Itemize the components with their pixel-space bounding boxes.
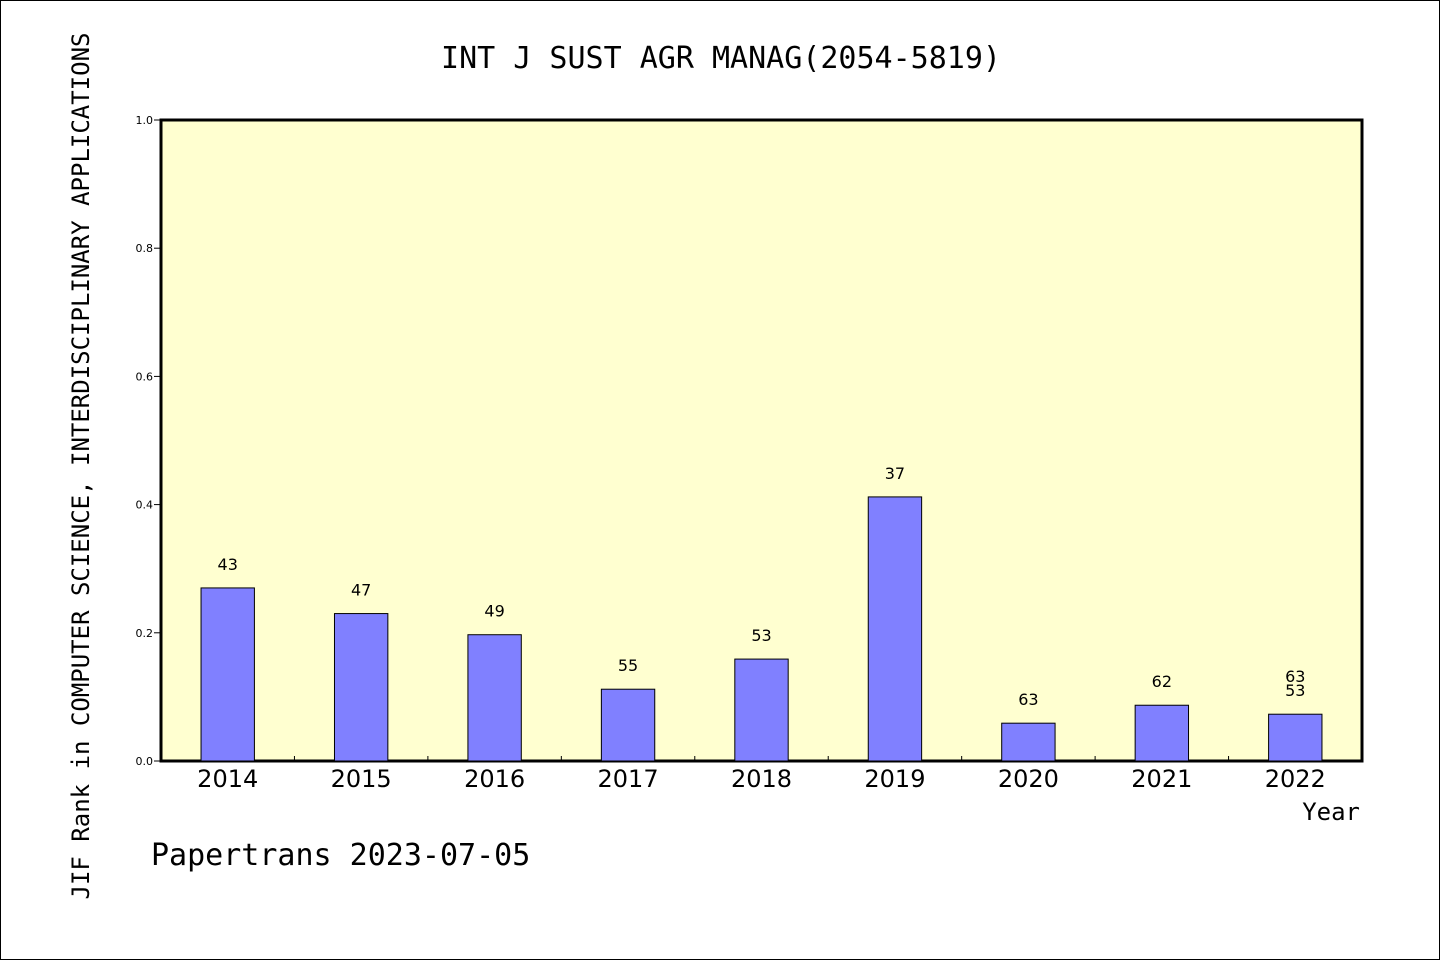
bar-2021: [1134, 704, 1190, 762]
bar-value-label: 53: [751, 626, 771, 645]
chart-title: INT J SUST AGR MANAG(2054-5819): [441, 41, 1001, 76]
x-tick-label: 2022: [1265, 765, 1326, 793]
x-axis-label: Year: [1302, 798, 1360, 826]
x-tick-label: 2020: [998, 765, 1059, 793]
bar-2022: [1268, 713, 1323, 762]
bar-value-label: 43: [218, 555, 238, 574]
bar-2014: [200, 587, 255, 762]
bars: [200, 496, 1323, 762]
bar-value-label: 49: [484, 602, 504, 621]
bar-value-label: 37: [885, 464, 905, 483]
x-tick-label: 2017: [598, 765, 659, 793]
x-tick-label: 2018: [731, 765, 792, 793]
bar-2020: [1001, 722, 1056, 762]
bar-value-label: 53: [1285, 681, 1305, 700]
bar-value-label: 55: [618, 656, 638, 675]
bar-2017: [600, 688, 656, 762]
y-axis-label: JIF Rank in COMPUTER SCIENCE, INTERDISCI…: [67, 33, 95, 900]
y-tick-label: 0.4: [136, 499, 154, 512]
x-tick-label: 2014: [197, 765, 258, 793]
y-tick-label: 0.6: [136, 370, 154, 383]
bar-2015: [333, 613, 389, 762]
y-tick-label: 1.0: [136, 114, 154, 127]
y-tick-label: 0.8: [136, 242, 154, 255]
bar-value-label: 63: [1285, 667, 1305, 686]
x-tick-label: 2015: [331, 765, 392, 793]
bar-value-label: 62: [1152, 672, 1172, 691]
bar-value-label: 63: [1018, 690, 1038, 709]
x-tick-label: 2016: [464, 765, 525, 793]
footer-credit: Papertrans 2023-07-05: [151, 838, 530, 873]
y-tick-label: 0.2: [136, 627, 154, 640]
bar-2019: [867, 496, 923, 762]
bar-2016: [467, 634, 522, 762]
x-tick-label: 2019: [864, 765, 925, 793]
bar-2018: [734, 658, 789, 762]
x-axis-ticks: 2014 2015 2016 2017 2018 2019 2020 2021 2022: [197, 756, 1326, 793]
y-axis-ticks: 0.0 0.2 0.4 0.6 0.8 1.0: [136, 114, 161, 768]
y-tick-label: 0.0: [136, 755, 154, 768]
bar-value-label: 47: [351, 581, 371, 600]
x-tick-label: 2021: [1131, 765, 1192, 793]
